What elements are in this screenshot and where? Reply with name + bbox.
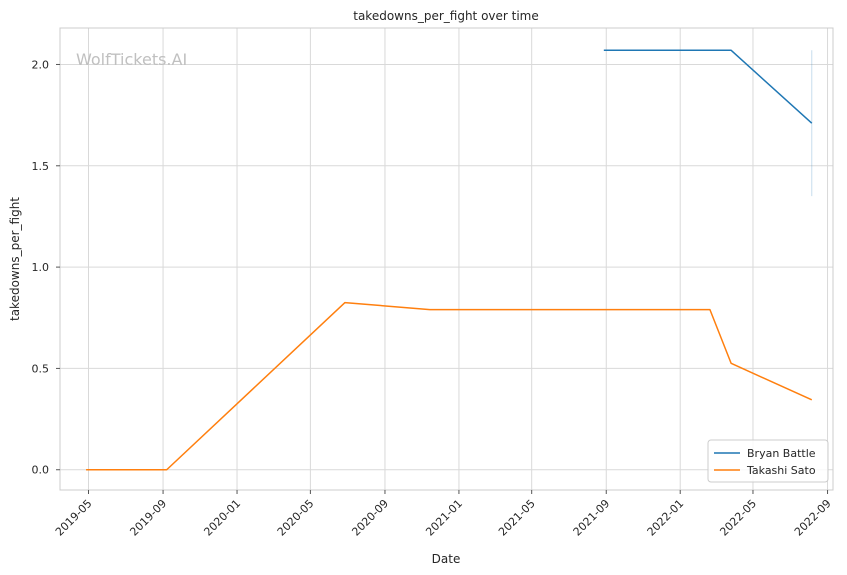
legend-box (707, 439, 829, 483)
legend: Bryan Battle Takashi Sato (707, 439, 829, 483)
y-tick-label: 0.5 (32, 362, 50, 375)
y-tick-label: 0.0 (32, 464, 50, 477)
x-axis-label: Date (432, 552, 461, 566)
takashi-sato-legend-label: Takashi Sato (746, 464, 816, 477)
takashi-sato-line (86, 301, 813, 471)
y-tick-label: 1.0 (32, 261, 50, 274)
chart-title: takedowns_per_fight over time (353, 9, 539, 23)
y-tick-label: 1.5 (32, 160, 50, 173)
plot-background (60, 28, 833, 490)
x-gridlines (87, 28, 829, 490)
y-tick-label: 2.0 (32, 58, 50, 71)
y-gridlines (60, 63, 833, 471)
y-axis-ticks: 0.0 0.5 1.0 1.5 2.0 (32, 58, 60, 477)
y-axis-label: takedowns_per_fight (8, 197, 22, 321)
bryan-battle-line (603, 49, 813, 124)
plot-area: WolfTickets.AI (59, 27, 834, 491)
watermark: WolfTickets.AI (76, 50, 187, 69)
series-layer (86, 49, 813, 471)
bryan-battle-legend-label: Bryan Battle (747, 447, 816, 460)
plot-frame (59, 27, 834, 491)
